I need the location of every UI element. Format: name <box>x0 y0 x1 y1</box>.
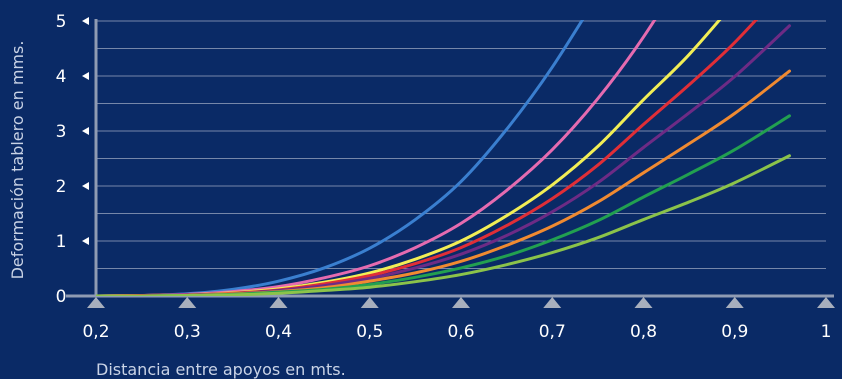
y-tick-marker <box>82 127 89 135</box>
x-tick-marker <box>452 297 470 308</box>
series-line-6 <box>96 69 791 296</box>
y-tick-label: 1 <box>56 232 67 252</box>
x-tick-marker <box>543 297 562 308</box>
y-tick-marker <box>82 182 89 190</box>
series-line-3 <box>96 20 722 296</box>
y-tick-marker <box>82 72 89 80</box>
y-axis-label: Deformación tablero en mms. <box>8 41 27 280</box>
x-tick-label: 0,2 <box>82 322 109 342</box>
series-line-8 <box>96 154 791 296</box>
x-tick-marker <box>817 297 835 308</box>
y-tick-marker <box>82 237 89 245</box>
y-tick-label: 4 <box>56 67 67 87</box>
x-tick-marker <box>634 297 653 308</box>
series-lines <box>96 20 791 296</box>
series-line-4 <box>96 20 758 296</box>
x-tick-label: 0,7 <box>539 322 566 342</box>
x-tick-marker <box>725 297 744 308</box>
x-tick-label: 1 <box>821 322 832 342</box>
x-tick-label: 0,5 <box>356 322 383 342</box>
x-tick-label: 0,3 <box>174 322 201 342</box>
x-tick-label: 0,9 <box>721 322 748 342</box>
y-tick-label: 5 <box>56 12 67 32</box>
y-tick-marker <box>82 17 89 25</box>
x-tick-marker <box>269 297 288 308</box>
x-tick-marker <box>87 297 105 308</box>
grid <box>96 20 826 269</box>
series-line-2 <box>96 20 657 296</box>
y-tick-label: 3 <box>56 122 67 142</box>
x-tick-label: 0,4 <box>265 322 292 342</box>
x-tick-label: 0,6 <box>447 322 474 342</box>
y-tick-label: 2 <box>56 177 67 197</box>
x-axis-label: Distancia entre apoyos en mts. <box>96 360 346 379</box>
y-tick-label: 0 <box>56 287 67 307</box>
tick-labels: 0 1 2 3 4 5 0,2 0,3 0,4 0,5 0,6 0,7 0,8 0,9 1 <box>56 12 832 342</box>
x-tick-marker <box>360 297 379 308</box>
series-line-7 <box>96 114 791 296</box>
x-tick-marker <box>178 297 197 308</box>
series-line-1 <box>96 20 585 296</box>
x-tick-label: 0,8 <box>630 322 657 342</box>
